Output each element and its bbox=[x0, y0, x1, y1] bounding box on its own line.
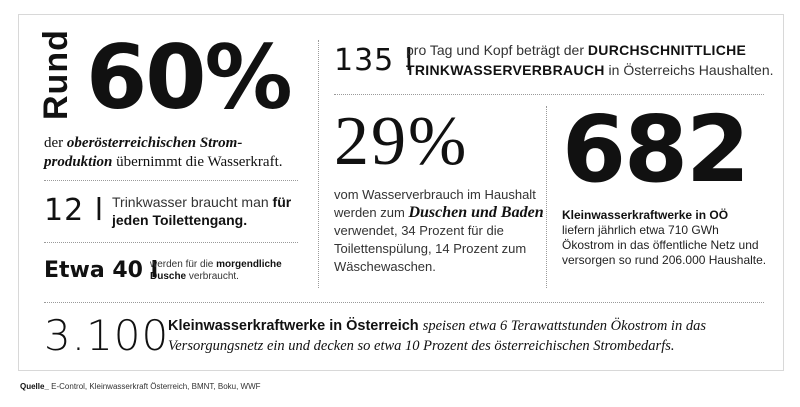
source-label: Quelle_ bbox=[20, 382, 49, 391]
stat-12-desc-bold: für jeden Toilettengang. bbox=[112, 194, 292, 228]
stat-60-desc-emphasis: oberösterreichischen Strom-produktion bbox=[44, 135, 243, 170]
stat-29-value: 29% bbox=[334, 103, 469, 180]
stat-60-value: 60% bbox=[86, 26, 293, 129]
infographic-frame bbox=[18, 14, 784, 371]
divider-left-2 bbox=[44, 242, 298, 243]
stat-682-description: Kleinwasserkraftwerke in OÖ liefern jähr… bbox=[562, 208, 772, 268]
divider-left-1 bbox=[44, 180, 298, 181]
stat-135-desc-after: in Österreichs Haushalten. bbox=[608, 62, 774, 78]
stat-40-description: werden für die morgendliche Dusche verbr… bbox=[150, 259, 310, 283]
stat-682-desc-bold: Kleinwasserkraftwerke in OÖ bbox=[562, 208, 729, 222]
stat-135-desc-bold: DURCHSCHNITTLICHE TRINKWASSERVERBRAUCH bbox=[406, 42, 747, 78]
stat-40-desc-bold: morgendliche Dusche bbox=[150, 259, 282, 282]
stat-682-desc-after: liefern jährlich etwa 710 GWh Ökostrom i… bbox=[562, 223, 767, 267]
stat-40-desc-before: werden für die bbox=[150, 259, 214, 270]
stat-12-description: Trinkwasser braucht man für jeden Toilet… bbox=[112, 193, 312, 229]
source-line: Quelle_ E-Control, Kleinwasserkraft Öste… bbox=[20, 382, 261, 392]
stat-60-desc-before: der bbox=[44, 135, 64, 151]
stat-29-description: vom Wasserverbrauch im Haushalt werden z… bbox=[334, 186, 544, 276]
stat-29-desc-after: verwendet, 34 Prozent für die Toilettens… bbox=[334, 223, 527, 274]
stat-40-desc-after: verbraucht. bbox=[188, 271, 239, 282]
source-text: E-Control, Kleinwasserkraft Österreich, … bbox=[51, 382, 261, 391]
stat-3100-value: 3.100 bbox=[44, 311, 170, 360]
stat-135-desc-before: pro Tag und Kopf beträgt der bbox=[406, 42, 584, 58]
stat-135-description: pro Tag und Kopf beträgt der DURCHSCHNIT… bbox=[406, 40, 776, 80]
stat-60-description: der oberösterreichischen Strom-produktio… bbox=[44, 134, 304, 172]
divider-vertical-left bbox=[318, 40, 319, 288]
stat-29-desc-emphasis: Duschen und Baden bbox=[408, 204, 544, 221]
stat-12-value: 12 l bbox=[44, 193, 105, 228]
divider-right-1 bbox=[334, 94, 764, 95]
stat-40-value: Etwa 40 l bbox=[44, 258, 159, 283]
stat-3100-desc-italic: speisen etwa 6 Terawattstunden Ökostrom … bbox=[168, 318, 706, 354]
divider-vertical-middle bbox=[546, 106, 547, 288]
stat-60-prefix: Rund bbox=[37, 29, 75, 120]
divider-bottom bbox=[44, 302, 764, 303]
stat-29-desc-before: vom Wasserverbrauch im Haushalt werden z… bbox=[334, 187, 536, 220]
stat-60-desc-after: übernimmt die Wasserkraft. bbox=[116, 154, 283, 170]
stat-3100-desc-bold: Kleinwasserkraftwerke in Österreich bbox=[168, 318, 419, 334]
stat-682-value: 682 bbox=[562, 96, 750, 203]
stat-12-desc-plain: Trinkwasser braucht man bbox=[112, 194, 269, 210]
stat-3100-description: Kleinwasserkraftwerke in Österreich spei… bbox=[168, 316, 768, 356]
stat-135-value: 135 l bbox=[334, 43, 415, 78]
